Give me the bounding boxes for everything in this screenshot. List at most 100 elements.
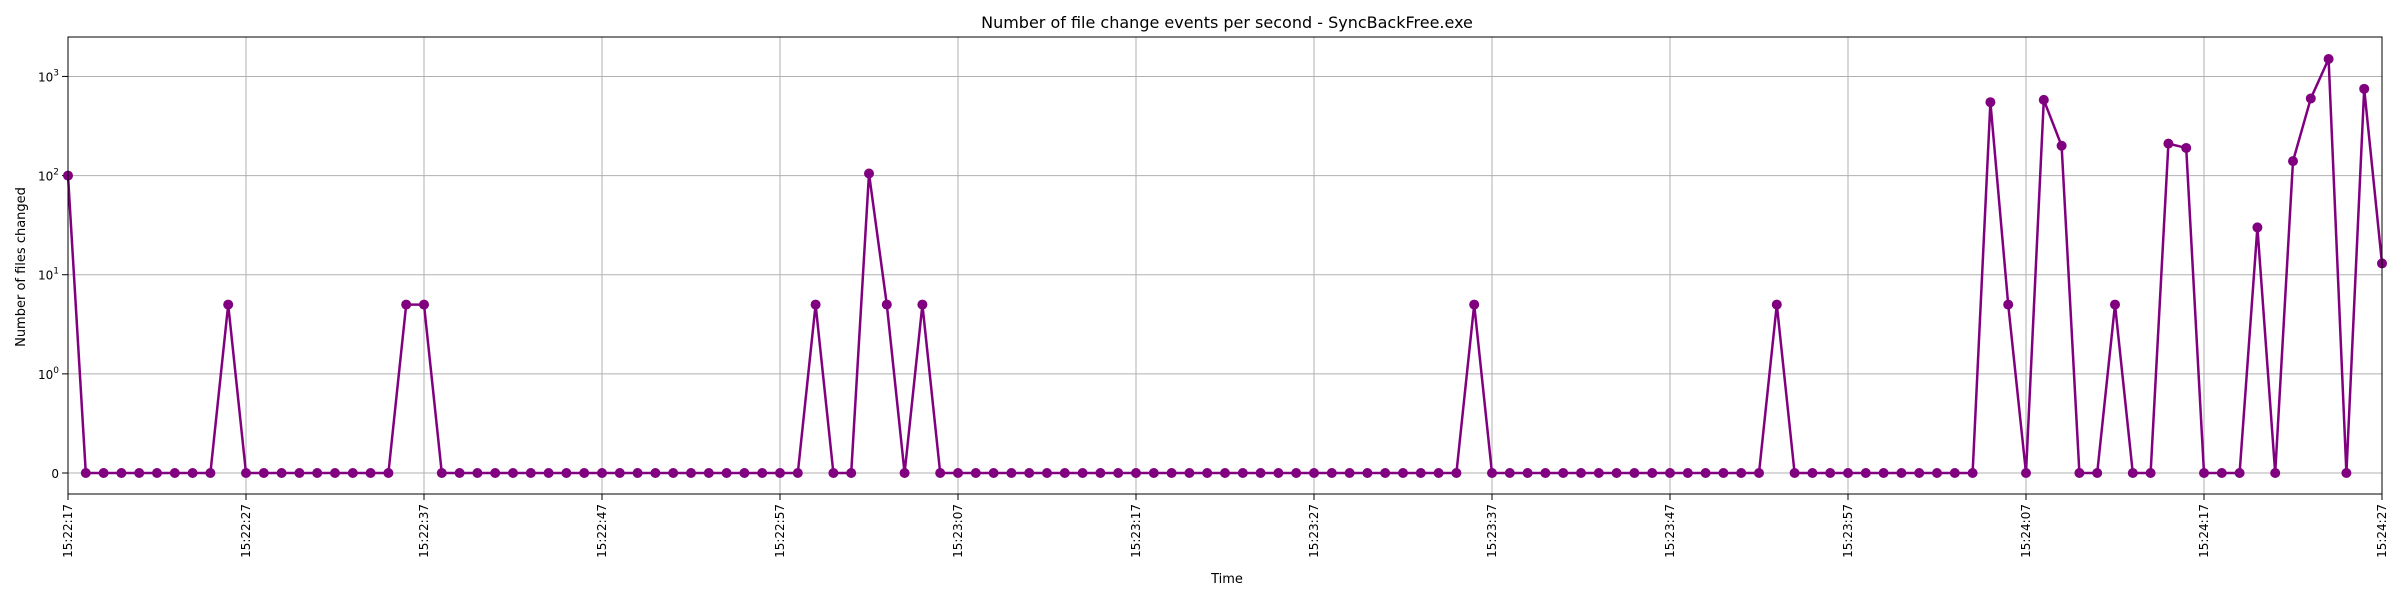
data-point	[1469, 299, 1480, 310]
series-line	[66, 57, 2384, 475]
data-point	[1611, 468, 1622, 478]
y-axis-ticks: 0 100 101 102 103	[38, 68, 68, 481]
data-point	[2163, 138, 2174, 149]
data-point	[205, 468, 216, 478]
data-point	[1059, 468, 1070, 478]
data-point	[419, 299, 429, 310]
data-point	[1896, 468, 1907, 478]
data-point	[169, 468, 180, 478]
data-point	[454, 468, 465, 478]
data-point	[1380, 468, 1391, 478]
y-tick-label: 102	[38, 168, 59, 184]
data-point	[2323, 53, 2334, 64]
x-tick-label: 15:22:37	[417, 504, 431, 558]
data-point	[2234, 468, 2245, 478]
data-point	[1006, 468, 1017, 478]
data-point	[1700, 468, 1711, 478]
data-point	[1131, 468, 1141, 478]
data-point	[1540, 468, 1551, 478]
data-point	[1807, 468, 1818, 478]
data-point	[1487, 468, 1497, 478]
data-point	[2074, 468, 2085, 478]
data-point	[2252, 222, 2263, 233]
data-point	[881, 299, 892, 310]
x-tick-label: 15:22:17	[61, 504, 75, 558]
data-point	[1736, 468, 1747, 478]
data-point	[1202, 468, 1213, 478]
data-point	[1326, 468, 1337, 478]
data-point	[2359, 83, 2370, 94]
data-point	[2288, 156, 2298, 167]
data-point	[1415, 468, 1426, 478]
data-point	[792, 468, 803, 478]
x-tick-label: 15:24:17	[2197, 504, 2211, 558]
data-point	[223, 299, 234, 310]
data-point	[365, 468, 376, 478]
data-point	[2092, 468, 2103, 478]
data-point	[1113, 468, 1124, 478]
x-tick-label: 15:22:47	[595, 504, 609, 558]
data-point	[1237, 468, 1248, 478]
y-tick-label: 0	[51, 467, 59, 481]
data-point	[1647, 468, 1658, 478]
data-point	[2305, 93, 2316, 104]
data-point	[1024, 468, 1035, 478]
data-point	[1825, 468, 1836, 478]
data-point	[1077, 468, 1088, 478]
data-point	[614, 468, 625, 478]
x-axis-ticks: 15:22:17 15:22:27 15:22:37 15:22:47 15:22:57…	[61, 494, 2389, 558]
data-point	[1967, 468, 1978, 478]
data-point	[276, 468, 287, 478]
data-point	[686, 468, 696, 478]
data-point	[1184, 468, 1195, 478]
data-point	[1682, 468, 1693, 478]
data-point	[2145, 468, 2156, 478]
data-point	[258, 468, 269, 478]
data-point	[312, 468, 323, 478]
data-point	[1522, 468, 1533, 478]
data-point	[1771, 299, 1782, 310]
data-point	[899, 468, 910, 478]
y-tick-label: 103	[38, 68, 59, 84]
data-point	[1665, 468, 1675, 478]
data-point	[917, 299, 928, 310]
data-point	[1985, 97, 1996, 108]
data-point	[436, 468, 447, 478]
data-point	[1433, 468, 1444, 478]
data-point	[935, 468, 946, 478]
data-point	[187, 468, 198, 478]
data-point	[1504, 468, 1515, 478]
data-point	[668, 468, 679, 478]
data-point	[508, 468, 518, 478]
data-point	[401, 299, 412, 310]
x-tick-label: 15:23:57	[1841, 504, 1855, 558]
data-point	[1718, 468, 1729, 478]
data-point	[1344, 468, 1355, 478]
x-tick-label: 15:22:57	[773, 504, 787, 558]
data-point	[1220, 468, 1230, 478]
data-point	[1398, 468, 1408, 478]
data-point	[1843, 468, 1853, 478]
data-point	[1949, 468, 1960, 478]
data-point	[1309, 468, 1319, 478]
data-point	[525, 468, 536, 478]
x-tick-label: 15:23:27	[1307, 504, 1321, 558]
data-point	[2110, 299, 2120, 310]
data-point	[650, 468, 661, 478]
data-point	[632, 468, 643, 478]
data-point	[1932, 468, 1942, 478]
data-point	[294, 468, 305, 478]
data-point	[828, 468, 839, 478]
data-point	[1148, 468, 1159, 478]
data-point	[2003, 299, 2014, 310]
x-tick-label: 15:22:27	[239, 504, 253, 558]
data-point	[1166, 468, 1177, 478]
chart-title: Number of file change events per second …	[981, 13, 1473, 32]
data-point	[347, 468, 358, 478]
data-point	[721, 468, 732, 478]
data-point	[579, 468, 590, 478]
y-tick-label: 101	[38, 267, 59, 283]
data-point	[1362, 468, 1373, 478]
data-point	[757, 468, 768, 478]
